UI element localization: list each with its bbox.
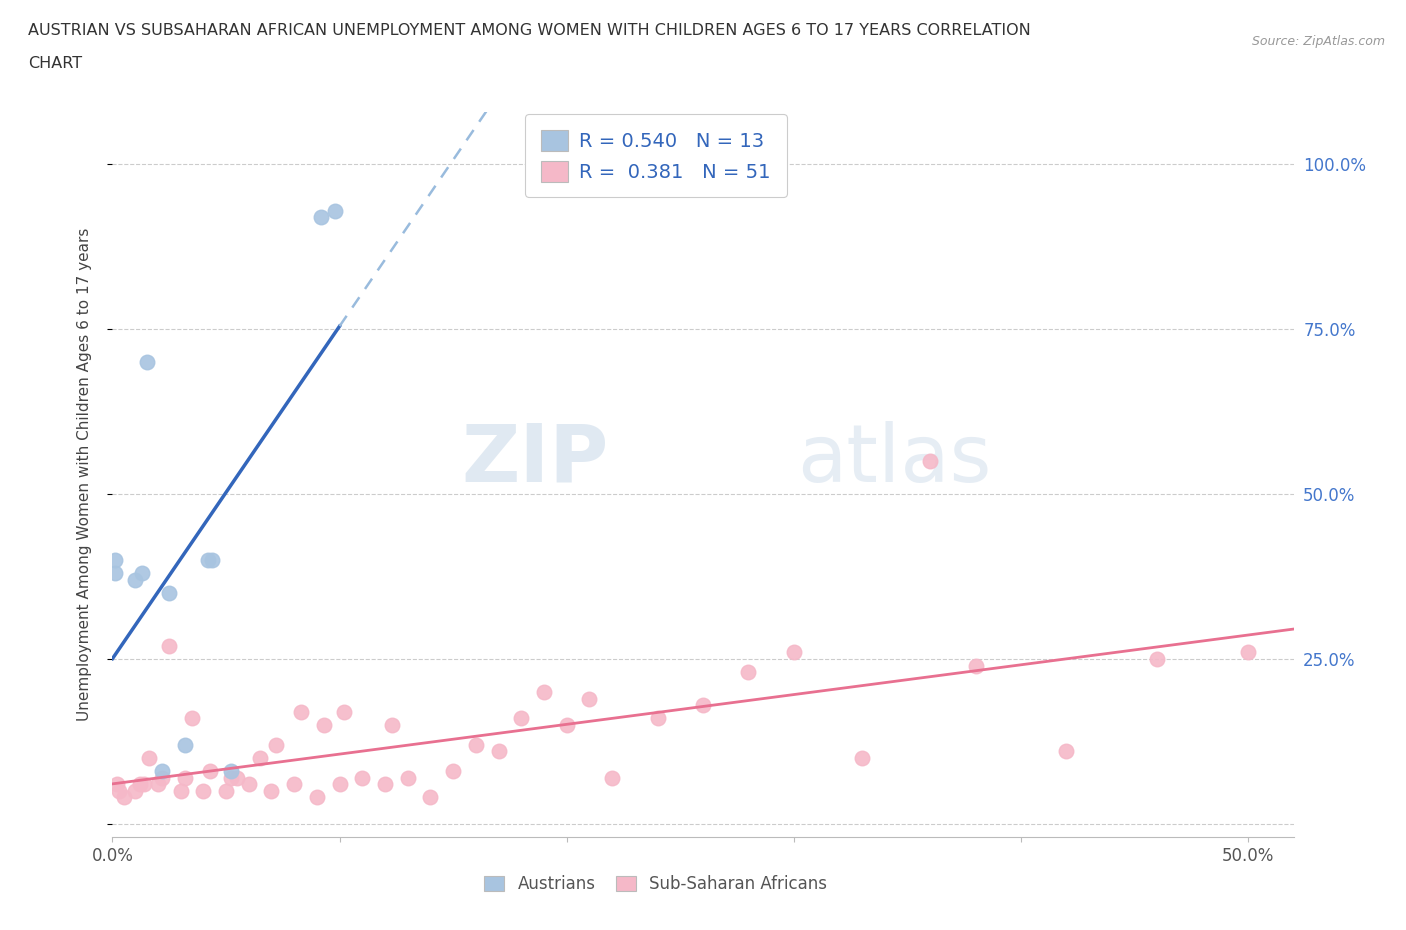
Legend: Austrians, Sub-Saharan Africans: Austrians, Sub-Saharan Africans <box>477 867 835 901</box>
Point <box>692 698 714 712</box>
Point <box>578 691 600 706</box>
Point <box>201 552 224 567</box>
Point <box>555 717 578 732</box>
Point <box>152 770 174 785</box>
Point <box>215 783 238 798</box>
Point <box>124 572 146 587</box>
Point <box>105 777 128 791</box>
Text: CHART: CHART <box>28 56 82 71</box>
Point <box>1054 744 1077 759</box>
Point <box>174 770 197 785</box>
Point <box>181 711 204 725</box>
Point <box>323 203 346 218</box>
Point <box>374 777 396 791</box>
Point <box>104 565 127 580</box>
Point <box>290 704 312 719</box>
Point <box>104 552 127 567</box>
Point <box>311 209 333 224</box>
Point <box>260 783 283 798</box>
Point <box>157 586 180 601</box>
Text: AUSTRIAN VS SUBSAHARAN AFRICAN UNEMPLOYMENT AMONG WOMEN WITH CHILDREN AGES 6 TO : AUSTRIAN VS SUBSAHARAN AFRICAN UNEMPLOYM… <box>28 23 1031 38</box>
Point <box>312 717 335 732</box>
Point <box>305 790 328 804</box>
Point <box>238 777 260 791</box>
Point <box>381 717 404 732</box>
Point <box>510 711 533 725</box>
Point <box>226 770 249 785</box>
Point <box>124 783 146 798</box>
Point <box>174 737 197 752</box>
Point <box>146 777 169 791</box>
Point <box>419 790 441 804</box>
Point <box>128 777 150 791</box>
Point <box>193 783 215 798</box>
Point <box>1237 644 1260 659</box>
Point <box>249 751 271 765</box>
Point <box>198 764 221 778</box>
Point <box>920 454 942 469</box>
Point <box>396 770 419 785</box>
Point <box>647 711 669 725</box>
Point <box>108 783 131 798</box>
Point <box>488 744 510 759</box>
Text: Source: ZipAtlas.com: Source: ZipAtlas.com <box>1251 35 1385 48</box>
Point <box>219 764 242 778</box>
Point <box>138 751 160 765</box>
Point <box>264 737 287 752</box>
Point <box>152 764 174 778</box>
Point <box>283 777 305 791</box>
Point <box>965 658 987 673</box>
Point <box>329 777 352 791</box>
Point <box>219 770 242 785</box>
Point <box>131 565 153 580</box>
Point <box>851 751 873 765</box>
Point <box>533 684 555 699</box>
Point <box>134 777 156 791</box>
Point <box>135 354 157 369</box>
Y-axis label: Unemployment Among Women with Children Ages 6 to 17 years: Unemployment Among Women with Children A… <box>77 228 91 721</box>
Point <box>352 770 374 785</box>
Point <box>464 737 486 752</box>
Point <box>333 704 356 719</box>
Point <box>783 644 806 659</box>
Point <box>441 764 464 778</box>
Point <box>600 770 623 785</box>
Point <box>169 783 191 798</box>
Point <box>157 638 180 653</box>
Point <box>1146 652 1168 667</box>
Text: ZIP: ZIP <box>461 420 609 498</box>
Point <box>112 790 135 804</box>
Point <box>197 552 219 567</box>
Point <box>737 665 759 680</box>
Text: atlas: atlas <box>797 420 991 498</box>
